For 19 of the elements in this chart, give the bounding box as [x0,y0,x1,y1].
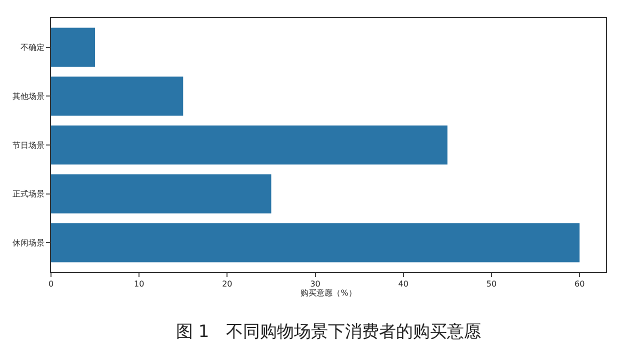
x-tick-label: 10 [134,280,144,289]
x-tick-label: 50 [486,280,497,289]
x-tick-label: 30 [310,280,320,289]
bar [51,76,184,116]
x-tick-label: 60 [574,280,585,289]
text: 图 1 不同购物场景下消费者的购买意愿 [176,322,482,342]
bar [51,223,580,262]
y-tick-label: 不确定 [20,43,44,52]
x-tick-label: 0 [48,280,54,289]
y-tick-label: 正式场景 [12,190,44,199]
y-tick-label: 休闲场景 [12,238,44,248]
y-tick-label: 其他场景 [12,92,44,101]
bar [51,125,448,165]
x-tick-label: 20 [222,280,232,289]
bar [51,174,272,214]
x-axis-title: 购买意愿（%） [300,288,356,298]
x-tick-label: 40 [398,280,408,289]
bar [51,28,96,67]
y-tick-label: 节日场景 [12,140,44,150]
